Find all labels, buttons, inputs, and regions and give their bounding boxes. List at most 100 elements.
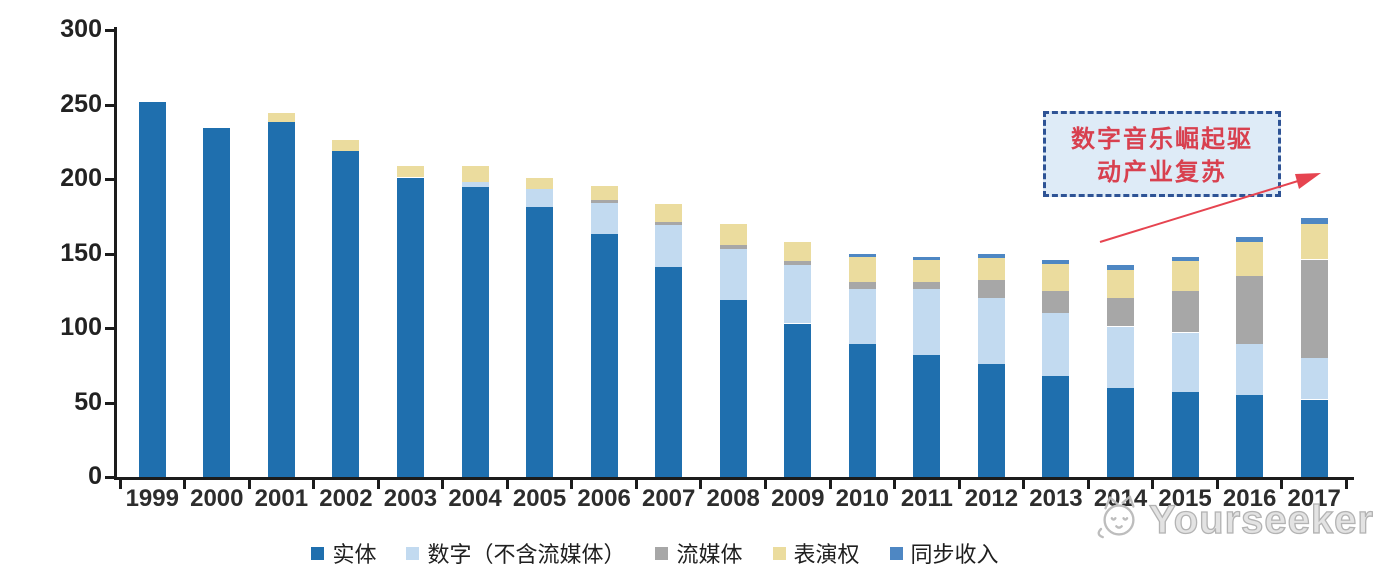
y-tick-150 (105, 252, 114, 256)
bar-2009-streaming (784, 260, 812, 266)
bar-2008-digital-ex-streaming (719, 249, 747, 300)
bar-2009-physical (784, 323, 812, 477)
x-label-2004: 2004 (448, 485, 502, 512)
bar-2012-digital-ex-streaming (977, 298, 1005, 364)
legend-label-streaming: 流媒体 (676, 543, 743, 568)
bar-2016-digital-ex-streaming (1236, 344, 1264, 396)
legend-label-performance-rights: 表演权 (793, 543, 860, 568)
bar-2012-physical (977, 363, 1005, 477)
x-label-2006: 2006 (577, 485, 631, 512)
bar-2014-streaming (1107, 298, 1135, 327)
bar-2001-performance-rights (267, 113, 295, 123)
bar-2011-performance-rights (913, 259, 941, 282)
x-tick-19 (1344, 480, 1348, 489)
y-label-300: 300 (60, 14, 102, 43)
x-tick-16 (1151, 480, 1155, 489)
x-tick-10 (764, 480, 767, 489)
bar-2016-sync-revenue (1236, 237, 1264, 242)
bar-2017-digital-ex-streaming (1300, 357, 1328, 400)
x-tick-5 (441, 480, 445, 489)
y-label-50: 50 (74, 387, 102, 416)
bar-2008-performance-rights (719, 223, 747, 245)
legend-label-physical: 实体 (332, 543, 377, 568)
y-tick-100 (105, 327, 114, 330)
x-label-2007: 2007 (641, 485, 696, 512)
legend-item-digital-ex-streaming: 数字（不含流媒体） (406, 537, 625, 569)
legend-swatch-physical (311, 546, 325, 560)
bar-2015-streaming (1171, 290, 1199, 333)
bar-2006-digital-ex-streaming (590, 202, 618, 235)
x-tick-18 (1280, 480, 1284, 489)
bar-2014-performance-rights (1107, 269, 1135, 299)
bar-2006-streaming (590, 199, 618, 203)
bar-2005-physical (526, 207, 554, 477)
bar-2000-physical (203, 128, 231, 477)
bar-2002-performance-rights (332, 140, 360, 151)
bar-2009-performance-rights (784, 241, 812, 261)
legend-swatch-sync-revenue (889, 546, 903, 560)
bar-2012-performance-rights (977, 258, 1005, 281)
watermark: Yourseeker (1092, 493, 1374, 547)
y-tick-250 (105, 103, 114, 107)
bar-2004-physical (461, 186, 489, 477)
x-tick-15 (1086, 480, 1090, 489)
x-label-2003: 2003 (383, 485, 438, 512)
annotation-line1: 数字音乐崛起驱 (1071, 124, 1253, 153)
legend-label-sync-revenue: 同步收入 (910, 543, 999, 568)
bar-2017-physical (1300, 399, 1328, 477)
bar-2017-performance-rights (1300, 223, 1328, 260)
bar-2012-streaming (977, 280, 1005, 299)
bar-2013-digital-ex-streaming (1042, 313, 1070, 376)
bar-2007-physical (655, 266, 683, 477)
bar-2003-performance-rights (396, 165, 424, 178)
bar-2004-digital-ex-streaming (461, 182, 489, 187)
bar-2013-sync-revenue (1042, 259, 1070, 264)
bar-2008-streaming (719, 244, 747, 250)
bar-2011-digital-ex-streaming (913, 289, 941, 355)
bar-2013-physical (1042, 375, 1070, 477)
x-label-2002: 2002 (319, 485, 373, 512)
x-tick-0 (118, 480, 122, 489)
x-label-2013: 2013 (1029, 485, 1083, 512)
bar-2010-sync-revenue (848, 253, 876, 257)
x-label-2011: 2011 (900, 485, 953, 512)
x-label-2012: 2012 (964, 485, 1019, 512)
bar-2017-sync-revenue (1300, 217, 1328, 224)
x-tick-13 (957, 480, 961, 489)
annotation-line2: 动产业复苏 (1097, 157, 1227, 186)
legend: 实体 数字（不含流媒体） 流媒体 表演权 同步收入 (0, 538, 1310, 568)
bar-2011-physical (913, 354, 941, 477)
watermark-text: Yourseeker (1148, 497, 1374, 542)
y-tick-200 (105, 178, 114, 181)
bar-2015-performance-rights (1171, 260, 1199, 291)
y-label-0: 0 (88, 461, 102, 490)
bar-2010-streaming (848, 281, 876, 290)
legend-label-digital-ex-streaming: 数字（不含流媒体） (427, 543, 626, 568)
x-label-2016: 2016 (1222, 485, 1277, 512)
y-tick-300 (105, 29, 114, 32)
x-tick-3 (312, 480, 316, 489)
x-tick-1 (183, 480, 187, 489)
x-label-2008: 2008 (706, 485, 760, 512)
bar-2001-physical (267, 122, 295, 477)
bar-2008-physical (719, 299, 747, 477)
bar-2017-streaming (1300, 259, 1328, 358)
x-label-2009: 2009 (771, 485, 825, 512)
x-axis-line (114, 477, 1354, 480)
annotation-arrow-head (1295, 173, 1321, 189)
y-label-250: 250 (60, 89, 102, 118)
x-tick-4 (376, 480, 380, 489)
bar-2015-physical (1171, 392, 1199, 477)
bar-2014-physical (1107, 387, 1135, 477)
x-label-2001: 2001 (254, 485, 309, 512)
x-tick-6 (505, 480, 509, 489)
bar-2016-streaming (1236, 275, 1264, 345)
cat-logo-icon (1097, 495, 1135, 539)
bar-2013-performance-rights (1042, 263, 1070, 291)
legend-swatch-digital-ex-streaming (406, 546, 420, 560)
bar-2012-sync-revenue (977, 253, 1005, 258)
bar-2002-physical (332, 150, 360, 477)
bar-2015-sync-revenue (1171, 256, 1199, 261)
y-label-150: 150 (60, 238, 102, 267)
y-label-200: 200 (60, 163, 102, 192)
